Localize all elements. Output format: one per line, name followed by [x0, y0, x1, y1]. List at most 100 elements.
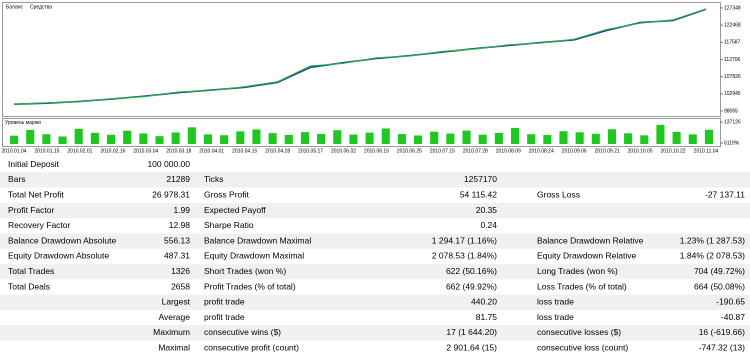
row-label: profit trade: [204, 297, 245, 307]
x-tick-label: 2010.10.05: [628, 148, 653, 154]
row-value: 1.23% (1 287.53): [680, 235, 745, 245]
row-value: 1257170: [464, 174, 497, 184]
panel-title: Уровень маржи: [5, 120, 41, 126]
bar: [74, 128, 83, 144]
y-tick-label: 117587: [724, 40, 741, 46]
bar: [446, 133, 455, 144]
x-tick-label: 2010.03.04: [133, 148, 158, 154]
x-tick-label: 2010.06.15: [364, 148, 389, 154]
bar: [317, 133, 326, 144]
row-value: -747.32 (13): [699, 343, 745, 353]
row-label: Long Trades (won %): [537, 266, 618, 276]
row-label: Total Trades: [8, 266, 54, 276]
row-label: Average: [158, 312, 190, 322]
bar: [333, 130, 342, 144]
row-label: Equity Drawdown Absolute: [8, 251, 109, 261]
row-label: Largest: [162, 297, 191, 307]
bar: [90, 132, 99, 144]
y-tick-label: 107826: [724, 74, 741, 80]
row-value: 20.35: [476, 205, 498, 215]
row-background: [0, 325, 750, 341]
row-value: 100 000.00: [147, 159, 190, 169]
bar: [349, 134, 358, 144]
row-value: -27 137.11: [705, 190, 745, 200]
x-tick-label: 2010.05.17: [298, 148, 323, 154]
bar: [42, 134, 51, 144]
row-label: consecutive loss (count): [537, 343, 628, 353]
bar: [527, 134, 536, 144]
row-label: Equity Drawdown Maximal: [204, 251, 304, 261]
row-value: 1.84% (2 078.53): [680, 251, 745, 261]
x-tick-label: 2010.01.15: [34, 148, 59, 154]
row-value: -190.65: [716, 297, 745, 307]
row-value: 662 (49.92%): [446, 281, 497, 291]
bar: [26, 129, 35, 144]
bar: [672, 131, 681, 144]
bar: [656, 124, 665, 144]
y-tick-label: 98065: [724, 108, 738, 114]
row-label: Gross Loss: [537, 190, 580, 200]
row-value: 2658: [171, 281, 190, 291]
row-value: 622 (50.16%): [446, 266, 497, 276]
bar: [397, 134, 406, 144]
x-tick-label: 2010.09.21: [595, 148, 620, 154]
row-label: Profit Factor: [8, 205, 54, 215]
row-value: 1 294.17 (1.16%): [432, 235, 497, 245]
row-label: Balance Drawdown Absolute: [8, 235, 116, 245]
bar: [268, 133, 277, 144]
row-label: Initial Deposit: [8, 159, 60, 169]
row-label: Expected Payoff: [204, 205, 266, 215]
bar: [284, 134, 293, 144]
bar: [414, 135, 423, 144]
bar: [187, 127, 196, 144]
bar: [203, 134, 213, 144]
row-label: Sharpe Ratio: [204, 220, 254, 230]
row-value: 440.20: [471, 297, 497, 307]
x-tick-label: 2010.01.04: [1, 148, 26, 154]
x-tick-label: 2010.08.09: [496, 148, 521, 154]
row-label: profit trade: [204, 312, 245, 322]
bar: [236, 131, 245, 144]
bar: [688, 134, 697, 144]
bar: [559, 131, 568, 144]
x-tick-label: 2010.04.15: [232, 148, 257, 154]
row-label: consecutive losses ($): [537, 327, 621, 337]
row-label: consecutive profit (count): [204, 343, 299, 353]
row-value: 1.99: [173, 205, 190, 215]
x-tick-label: 2010.04.01: [199, 148, 224, 154]
row-value: 17 (1 644.20): [446, 327, 497, 337]
row-value: 1326: [171, 266, 190, 276]
series-line: [13, 8, 707, 105]
row-value: 81.75: [476, 312, 498, 322]
bar: [220, 135, 229, 144]
bar: [704, 129, 713, 144]
bar: [462, 130, 471, 144]
row-label: Recovery Factor: [8, 220, 71, 230]
row-value: 556.13: [164, 235, 190, 245]
bar: [575, 132, 584, 144]
row-value: 26 978.31: [152, 190, 190, 200]
bar: [607, 129, 617, 144]
bar: [494, 132, 503, 144]
bar: [10, 135, 19, 144]
x-tick-label: 2010.02.16: [100, 148, 125, 154]
row-label: Short Trades (won %): [204, 266, 286, 276]
row-label: Loss Trades (% of total): [537, 281, 627, 291]
row-value: 0.24: [480, 220, 497, 230]
row-label: Balance Drawdown Relative: [537, 235, 644, 245]
row-label: Maximum: [153, 327, 190, 337]
bar: [478, 134, 487, 144]
bar: [381, 128, 390, 144]
bar: [640, 135, 649, 144]
row-label: Total Net Profit: [8, 190, 64, 200]
row-value: 54 115.42: [460, 190, 497, 200]
bar: [300, 132, 309, 144]
row-background: [0, 264, 750, 280]
row-value: 664 (50.08%): [694, 281, 745, 291]
y-tick-label: 127348: [724, 5, 741, 11]
row-background: [0, 202, 750, 219]
bar: [155, 136, 164, 144]
bar: [510, 128, 520, 144]
row-value: -40.87: [721, 312, 745, 322]
x-tick-label: 2010.10.22: [661, 148, 686, 154]
